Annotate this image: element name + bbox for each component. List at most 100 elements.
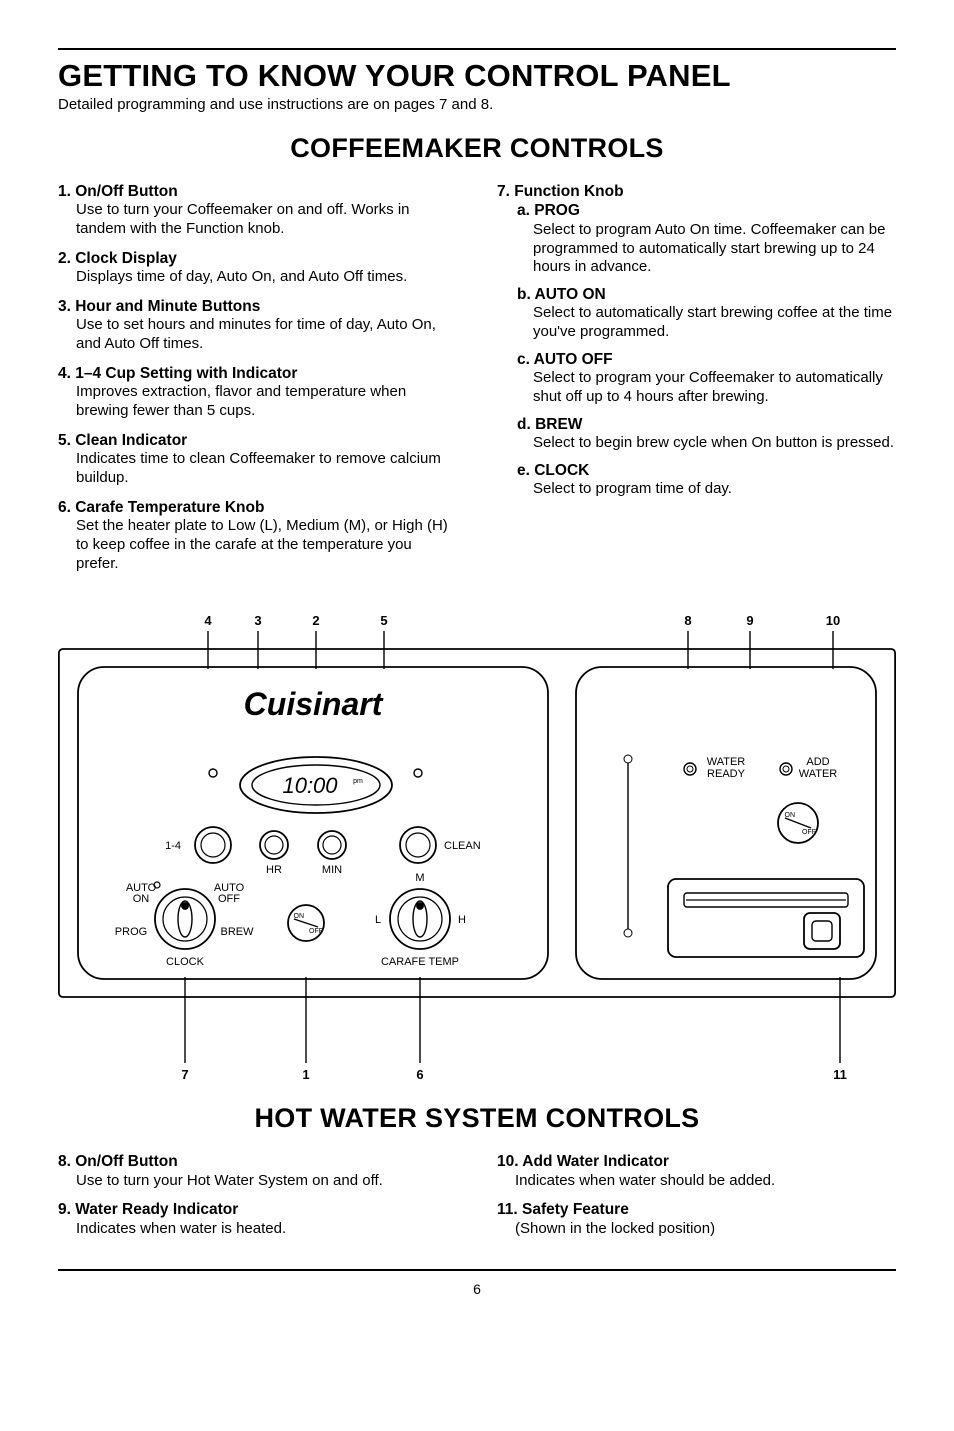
page-subtitle: Detailed programming and use instruction… <box>58 96 896 113</box>
svg-text:Cuisinart: Cuisinart <box>244 686 384 722</box>
item-title: 1. On/Off Button <box>58 182 457 201</box>
list-item: d. BREWSelect to begin brew cycle when O… <box>517 415 896 453</box>
svg-text:3: 3 <box>254 613 261 628</box>
item-desc: Select to begin brew cycle when On butto… <box>533 434 896 453</box>
item-desc: Use to set hours and minutes for time of… <box>76 316 457 354</box>
diagram-svg: 4 3 2 5 8 9 10 7 1 6 11 Cuisinart 10:00 pm 1-4 HR MIN CLE… <box>58 609 896 1089</box>
svg-text:CLEAN: CLEAN <box>444 840 481 852</box>
list-item: 8. On/Off ButtonUse to turn your Hot Wat… <box>58 1152 457 1190</box>
item-desc: Indicates when water should be added. <box>515 1172 896 1191</box>
list-item: 9. Water Ready IndicatorIndicates when w… <box>58 1200 457 1238</box>
svg-text:10:00: 10:00 <box>282 773 338 798</box>
svg-text:HR: HR <box>266 864 282 876</box>
list-item: e. CLOCKSelect to program time of day. <box>517 461 896 499</box>
item-title: 2. Clock Display <box>58 249 457 268</box>
item-title: 10. Add Water Indicator <box>497 1152 896 1171</box>
item-title: 3. Hour and Minute Buttons <box>58 297 457 316</box>
svg-text:BREW: BREW <box>221 926 255 938</box>
heading-rest: CONTROLS <box>538 1103 700 1133</box>
item-title: a. PROG <box>517 201 896 220</box>
svg-text:ADDWATER: ADDWATER <box>799 756 838 780</box>
hotwater-right-col: 10. Add Water IndicatorIndicates when wa… <box>497 1152 896 1248</box>
item-desc: Displays time of day, Auto On, and Auto … <box>76 268 457 287</box>
svg-text:11: 11 <box>833 1067 847 1082</box>
svg-text:7: 7 <box>181 1067 188 1082</box>
svg-text:L: L <box>375 914 381 926</box>
page-title: GETTING TO KNOW YOUR CONTROL PANEL <box>58 58 896 94</box>
list-item: a. PROGSelect to program Auto On time. C… <box>517 201 896 277</box>
svg-text:2: 2 <box>312 613 319 628</box>
divider-top <box>58 48 896 50</box>
list-item: 4. 1–4 Cup Setting with IndicatorImprove… <box>58 364 457 421</box>
item-title: 7. Function Knob <box>497 182 896 201</box>
item-desc: (Shown in the locked position) <box>515 1220 896 1239</box>
item-desc: Use to turn your Coffeemaker on and off.… <box>76 201 457 239</box>
function-knob-block: 7. Function Knob a. PROGSelect to progra… <box>497 182 896 499</box>
control-panel-diagram: 4 3 2 5 8 9 10 7 1 6 11 Cuisinart 10:00 pm 1-4 HR MIN CLE… <box>58 609 896 1089</box>
list-item: 2. Clock DisplayDisplays time of day, Au… <box>58 249 457 287</box>
item-title: 6. Carafe Temperature Knob <box>58 498 457 517</box>
item-title: b. AUTO ON <box>517 285 896 304</box>
svg-text:AUTOON: AUTOON <box>126 882 157 905</box>
divider-bottom <box>58 1269 896 1271</box>
list-item: 6. Carafe Temperature KnobSet the heater… <box>58 498 457 574</box>
list-item: 1. On/Off ButtonUse to turn your Coffeem… <box>58 182 457 239</box>
manual-page: GETTING TO KNOW YOUR CONTROL PANEL Detai… <box>0 0 954 1327</box>
svg-text:CLOCK: CLOCK <box>166 956 205 968</box>
list-item: 5. Clean IndicatorIndicates time to clea… <box>58 431 457 488</box>
heading-slab: COFFEEMAKER <box>290 133 502 163</box>
item-desc: Set the heater plate to Low (L), Medium … <box>76 517 457 573</box>
item-title: 11. Safety Feature <box>497 1200 896 1219</box>
item-desc: Select to program your Coffeemaker to au… <box>533 369 896 407</box>
list-item: b. AUTO ONSelect to automatically start … <box>517 285 896 342</box>
hotwater-heading: HOT WATER SYSTEM CONTROLS <box>58 1103 896 1134</box>
svg-text:9: 9 <box>746 613 753 628</box>
item-title: 8. On/Off Button <box>58 1152 457 1171</box>
svg-text:H: H <box>458 914 466 926</box>
svg-text:pm: pm <box>353 778 363 785</box>
list-item: c. AUTO OFFSelect to program your Coffee… <box>517 350 896 407</box>
item-title: e. CLOCK <box>517 461 896 480</box>
coffeemaker-heading: COFFEEMAKER CONTROLS <box>58 133 896 164</box>
svg-text:MIN: MIN <box>322 864 342 876</box>
hotwater-left-col: 8. On/Off ButtonUse to turn your Hot Wat… <box>58 1152 457 1248</box>
function-knob-sublist: a. PROGSelect to program Auto On time. C… <box>517 201 896 499</box>
svg-text:M: M <box>415 872 424 884</box>
hotwater-columns: 8. On/Off ButtonUse to turn your Hot Wat… <box>58 1152 896 1248</box>
list-item: 11. Safety Feature(Shown in the locked p… <box>497 1200 896 1238</box>
coffeemaker-right-col: 7. Function Knob a. PROGSelect to progra… <box>497 182 896 583</box>
svg-text:6: 6 <box>416 1067 423 1082</box>
item-title: 4. 1–4 Cup Setting with Indicator <box>58 364 457 383</box>
coffeemaker-left-col: 1. On/Off ButtonUse to turn your Coffeem… <box>58 182 457 583</box>
svg-text:8: 8 <box>684 613 691 628</box>
list-item: 3. Hour and Minute ButtonsUse to set hou… <box>58 297 457 354</box>
coffeemaker-columns: 1. On/Off ButtonUse to turn your Coffeem… <box>58 182 896 583</box>
item-title: c. AUTO OFF <box>517 350 896 369</box>
item-desc: Improves extraction, flavor and temperat… <box>76 383 457 421</box>
item-title: 5. Clean Indicator <box>58 431 457 450</box>
svg-text:OFF: OFF <box>802 829 816 836</box>
svg-text:1: 1 <box>302 1067 309 1082</box>
item-title: 9. Water Ready Indicator <box>58 1200 457 1219</box>
heading-slab: HOT WATER SYSTEM <box>254 1103 537 1133</box>
svg-text:5: 5 <box>380 613 387 628</box>
item-desc: Select to program Auto On time. Coffeema… <box>533 221 896 277</box>
svg-text:10: 10 <box>826 613 840 628</box>
item-desc: Use to turn your Hot Water System on and… <box>76 1172 457 1191</box>
heading-rest: CONTROLS <box>502 133 664 163</box>
page-number: 6 <box>58 1281 896 1297</box>
svg-text:PROG: PROG <box>115 926 147 938</box>
item-desc: Indicates time to clean Coffeemaker to r… <box>76 450 457 488</box>
svg-text:AUTOOFF: AUTOOFF <box>214 882 245 905</box>
svg-text:ON: ON <box>294 913 305 920</box>
item-desc: Indicates when water is heated. <box>76 1220 457 1239</box>
list-item: 10. Add Water IndicatorIndicates when wa… <box>497 1152 896 1190</box>
item-desc: Select to automatically start brewing co… <box>533 304 896 342</box>
svg-text:WATERREADY: WATERREADY <box>707 756 746 780</box>
svg-text:OFF: OFF <box>309 928 323 935</box>
svg-text:4: 4 <box>204 613 212 628</box>
item-title: d. BREW <box>517 415 896 434</box>
svg-text:ON: ON <box>785 812 796 819</box>
svg-text:1-4: 1-4 <box>165 840 181 852</box>
item-desc: Select to program time of day. <box>533 480 896 499</box>
